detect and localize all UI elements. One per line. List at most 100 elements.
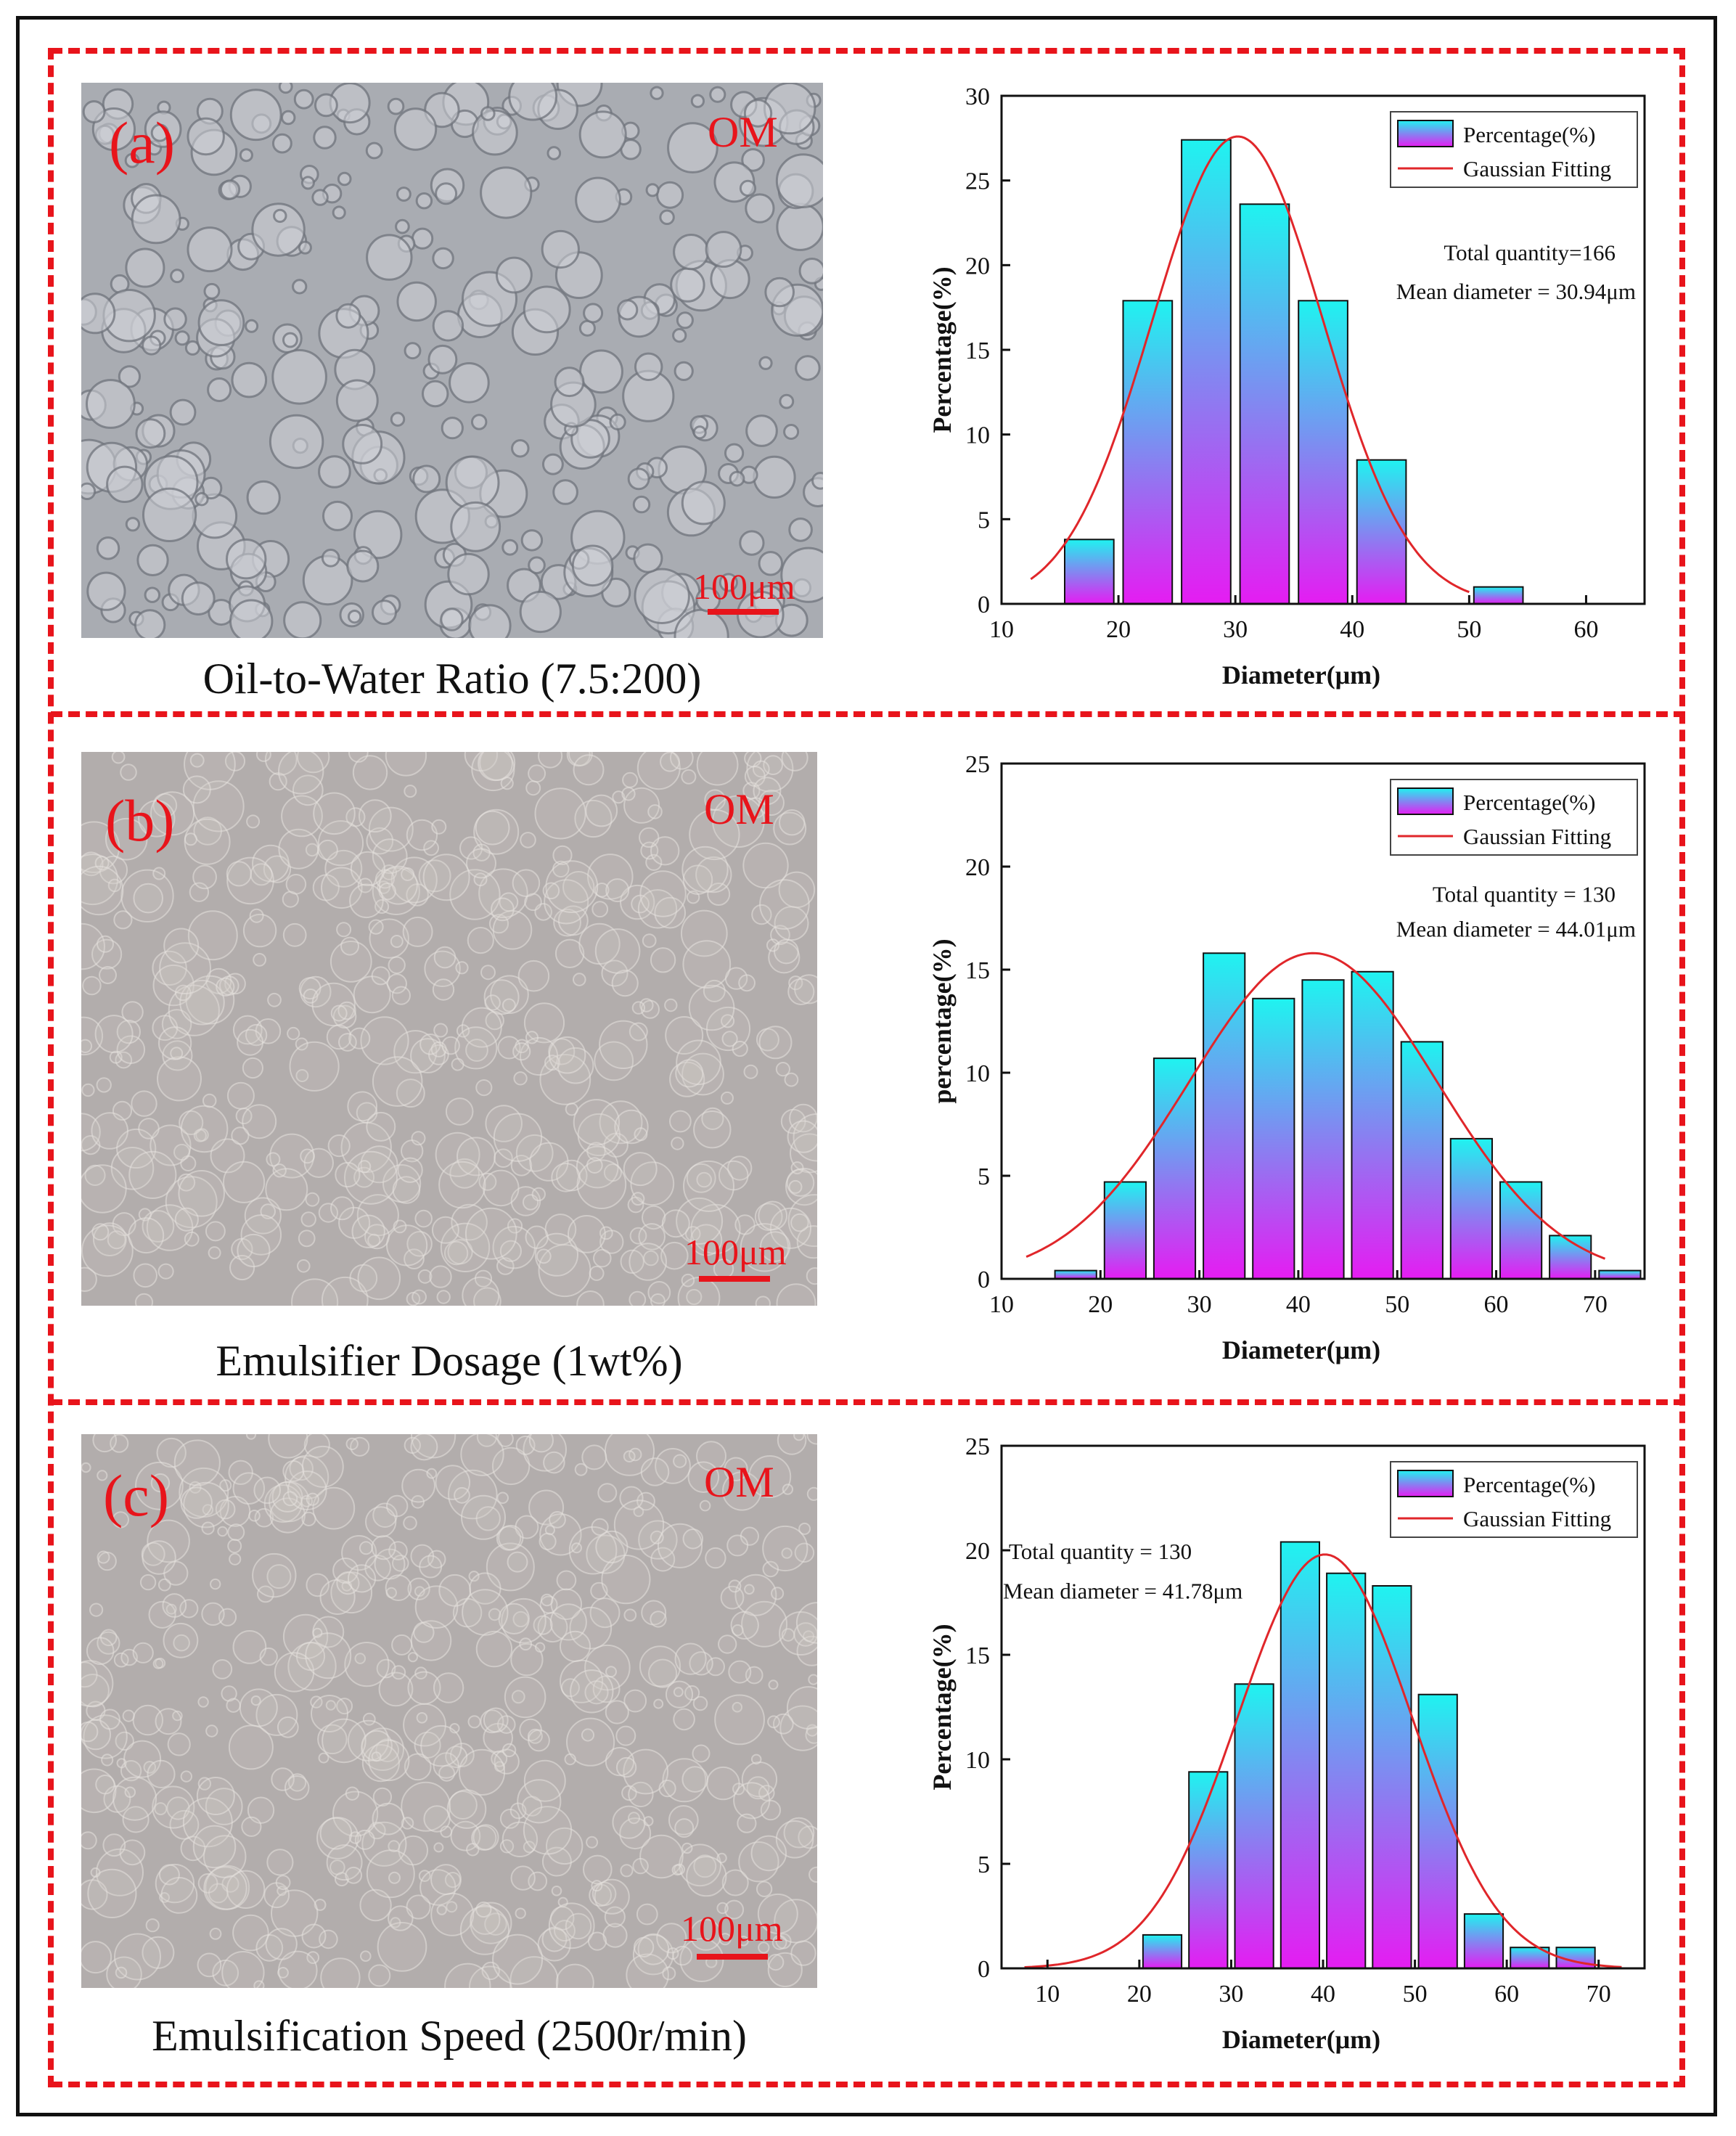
droplet (317, 820, 364, 867)
droplet (436, 1290, 451, 1304)
droplet (124, 152, 140, 168)
histogram-bar (1301, 979, 1345, 1280)
x-tick-label: 50 (1457, 616, 1481, 643)
legend-label-percentage: Percentage(%) (1463, 790, 1595, 815)
y-tick-label: 10 (965, 1060, 990, 1087)
chart-annotation: Mean diameter = 41.78μm (1003, 1579, 1242, 1604)
droplet (345, 1786, 360, 1801)
droplet (162, 1593, 187, 1618)
droplet (372, 600, 397, 626)
droplet (156, 1437, 187, 1468)
droplet (683, 1160, 734, 1212)
droplet (372, 1502, 398, 1528)
droplet (335, 303, 361, 329)
droplet (298, 240, 312, 255)
caption-a: Oil-to-Water Ratio (7.5:200) (202, 655, 702, 703)
y-tick-label: 15 (965, 1642, 990, 1669)
droplet (738, 1841, 779, 1883)
droplet (82, 100, 106, 123)
droplet (229, 89, 282, 142)
droplet (91, 107, 136, 152)
droplet (699, 1499, 711, 1512)
droplet (326, 1844, 363, 1881)
droplet (170, 269, 185, 284)
droplet (438, 1161, 486, 1209)
micrograph-droplets (81, 1434, 817, 1988)
droplet (272, 1163, 287, 1178)
droplet (157, 1578, 171, 1592)
droplet (167, 1732, 191, 1756)
droplet (623, 1608, 637, 1622)
droplet (787, 978, 815, 1005)
droplet (480, 106, 496, 121)
droplet (205, 1788, 243, 1825)
panel-label-b: (b) (105, 787, 175, 854)
droplet (303, 989, 319, 1004)
droplet (660, 1241, 689, 1270)
droplet (525, 1225, 549, 1249)
droplet (634, 1127, 648, 1142)
droplet (228, 1460, 253, 1485)
droplet (449, 1158, 480, 1189)
droplet (177, 1173, 196, 1192)
droplet (444, 1963, 491, 1988)
droplet (642, 933, 657, 949)
droplet (732, 1701, 743, 1713)
droplet (762, 1525, 808, 1572)
droplet (681, 1766, 709, 1793)
droplet (144, 586, 161, 603)
droplet (620, 1864, 634, 1878)
droplet (528, 1489, 565, 1526)
droplet (716, 1852, 727, 1864)
droplet (682, 940, 732, 989)
droplet (721, 1091, 734, 1105)
droplet (226, 1698, 241, 1713)
droplet (623, 1152, 658, 1187)
legend-bar-swatch (1397, 120, 1454, 147)
droplet (113, 910, 133, 930)
histogram-bar (1103, 1181, 1147, 1280)
droplet (378, 865, 418, 905)
droplet (118, 365, 142, 388)
droplet (112, 1776, 157, 1821)
droplet (401, 1781, 451, 1832)
droplet (528, 1434, 554, 1453)
droplet (667, 122, 718, 173)
droplet (128, 1217, 165, 1254)
droplet (432, 978, 455, 1001)
droplet (287, 1026, 300, 1041)
droplet (197, 1777, 212, 1791)
droplet (724, 1899, 745, 1920)
droplet (215, 1499, 236, 1520)
droplet (138, 800, 176, 838)
droplet (187, 226, 233, 273)
droplet (766, 938, 780, 952)
droplet (468, 1571, 480, 1582)
droplet (265, 1168, 308, 1211)
droplet (621, 787, 636, 801)
droplet (396, 1079, 425, 1108)
droplet (650, 1611, 667, 1628)
droplet (528, 764, 546, 783)
droplet (611, 970, 639, 997)
droplet (688, 984, 735, 1031)
dashed-frame-right (1679, 48, 1685, 2087)
droplet (347, 1564, 377, 1593)
droplet (576, 1290, 605, 1306)
droplet (125, 247, 165, 288)
chart-svg: 10 20 30 40 50 60 0 5 10 15 20 25 30 Diameter(μm) Perc… (928, 83, 1646, 690)
droplet (743, 1064, 758, 1079)
droplet (112, 1511, 129, 1529)
droplet (473, 1287, 501, 1306)
droplet (690, 94, 705, 108)
droplet (301, 1923, 327, 1949)
droplet (371, 1751, 382, 1762)
droplet (745, 193, 775, 224)
droplet (574, 799, 613, 838)
scale-text-a: 100μm (693, 566, 795, 607)
droplet (128, 1150, 177, 1200)
droplet (501, 539, 519, 556)
droplet (551, 1163, 581, 1192)
droplet (152, 867, 166, 880)
droplet (81, 482, 97, 500)
